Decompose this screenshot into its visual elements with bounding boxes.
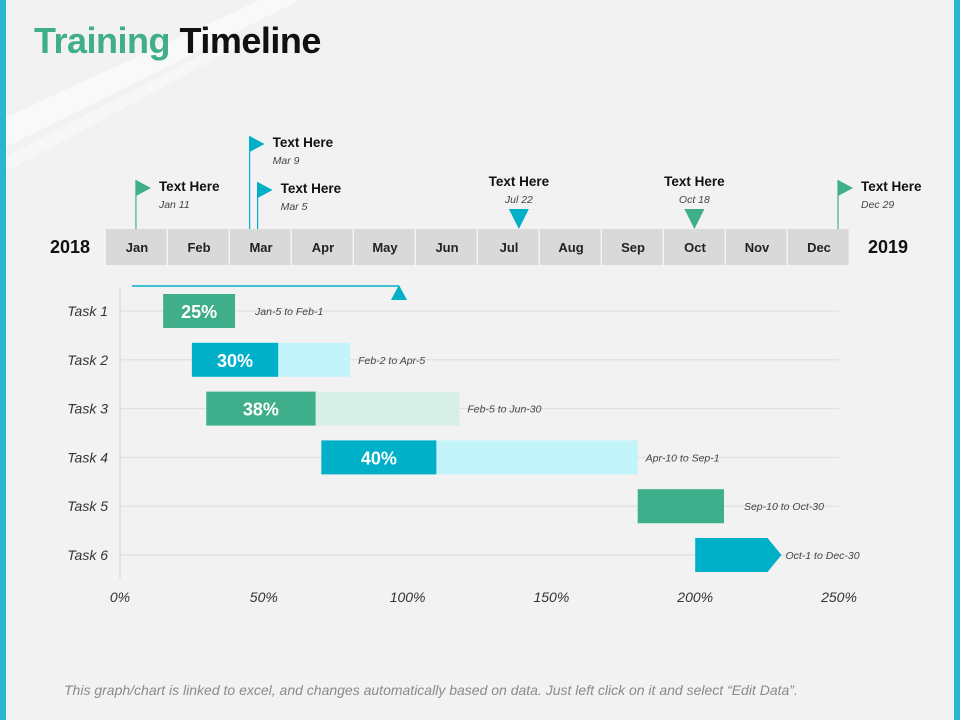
month-cell <box>540 229 601 265</box>
milestone-date: Dec 29 <box>861 199 894 211</box>
milestone-flag-icon <box>838 180 854 196</box>
month-cell <box>168 229 229 265</box>
task-bar-remaining <box>436 440 638 475</box>
task-label: Task 6 <box>67 547 108 563</box>
end-year-label: 2019 <box>868 237 908 257</box>
milestone-date: Jul 22 <box>504 194 533 206</box>
task-label: Task 5 <box>67 498 108 514</box>
milestone-title: Text Here <box>664 174 725 189</box>
title-accent: Training <box>34 20 171 61</box>
task-bar-remaining <box>315 391 460 426</box>
milestone-date: Jan 11 <box>158 199 190 211</box>
x-tick-label: 0% <box>110 589 130 605</box>
month-label: Jun <box>435 240 458 255</box>
task-percent-label: 30% <box>217 351 253 371</box>
x-tick-label: 100% <box>390 589 426 605</box>
task-date-range: Feb-2 to Apr-5 <box>358 355 425 367</box>
task-date-range: Oct-1 to Dec-30 <box>785 550 859 562</box>
milestone-title: Text Here <box>159 179 220 194</box>
task-date-range: Apr-10 to Sep-1 <box>645 452 720 464</box>
task-label: Task 1 <box>67 303 108 319</box>
task-bar-completed <box>637 489 724 524</box>
task-label: Task 3 <box>67 401 108 417</box>
month-label: Mar <box>249 240 272 255</box>
task-bar-completed <box>321 440 437 475</box>
month-label: Jan <box>126 240 148 255</box>
month-cell <box>788 229 849 265</box>
milestone-flag-icon <box>249 136 265 152</box>
month-label: Feb <box>187 240 210 255</box>
month-cell <box>478 229 539 265</box>
title-main: Timeline <box>179 20 322 61</box>
milestone-flag-icon <box>257 182 273 198</box>
task-bar-remaining <box>278 342 351 377</box>
month-label: Dec <box>807 240 831 255</box>
month-cell <box>106 229 167 265</box>
task-bar-completed <box>163 294 236 328</box>
month-label: Jul <box>500 240 519 255</box>
month-cell <box>292 229 353 265</box>
month-cell <box>416 229 477 265</box>
task-bar-completed <box>695 538 782 572</box>
task-label: Task 4 <box>67 449 108 465</box>
x-tick-label: 150% <box>533 589 569 605</box>
month-label: Oct <box>684 240 706 255</box>
task-date-range: Sep-10 to Oct-30 <box>744 501 824 513</box>
task-date-range: Feb-5 to Jun-30 <box>467 404 541 416</box>
left-frame-bar <box>0 0 6 720</box>
right-frame-bar <box>954 0 960 720</box>
x-tick-label: 250% <box>820 589 857 605</box>
background-streaks <box>0 0 300 175</box>
page-title: Training Timeline <box>34 20 321 62</box>
month-cell <box>230 229 291 265</box>
task-date-range: Jan-5 to Feb-1 <box>254 306 323 318</box>
x-tick-label: 50% <box>250 589 278 605</box>
milestone-title: Text Here <box>489 174 550 189</box>
month-label: Apr <box>312 240 334 255</box>
month-label: Nov <box>745 240 770 255</box>
progress-marker-icon <box>390 285 407 300</box>
task-bar-completed <box>206 391 316 426</box>
footer-note: This graph/chart is linked to excel, and… <box>64 682 798 698</box>
milestone-title: Text Here <box>273 135 334 150</box>
milestone-title: Text Here <box>281 181 342 196</box>
month-cell <box>726 229 787 265</box>
task-percent-label: 38% <box>243 400 279 420</box>
milestone-date: Mar 9 <box>273 155 300 167</box>
month-cell <box>602 229 663 265</box>
milestone-date: Oct 18 <box>679 194 710 206</box>
x-tick-label: 200% <box>676 589 713 605</box>
month-cell <box>354 229 415 265</box>
milestone-arrow-icon <box>508 209 529 229</box>
task-bar-completed <box>191 342 279 377</box>
month-cell <box>664 229 725 265</box>
month-label: Aug <box>558 240 583 255</box>
month-label: May <box>372 240 398 255</box>
task-label: Task 2 <box>67 352 108 368</box>
task-percent-label: 40% <box>361 448 397 468</box>
task-percent-label: 25% <box>181 302 217 322</box>
milestone-flag-icon <box>135 180 151 196</box>
month-label: Sep <box>621 240 645 255</box>
start-year-label: 2018 <box>50 237 90 257</box>
milestone-title: Text Here <box>861 179 922 194</box>
milestone-arrow-icon <box>684 209 705 229</box>
milestone-date: Mar 5 <box>281 201 308 213</box>
